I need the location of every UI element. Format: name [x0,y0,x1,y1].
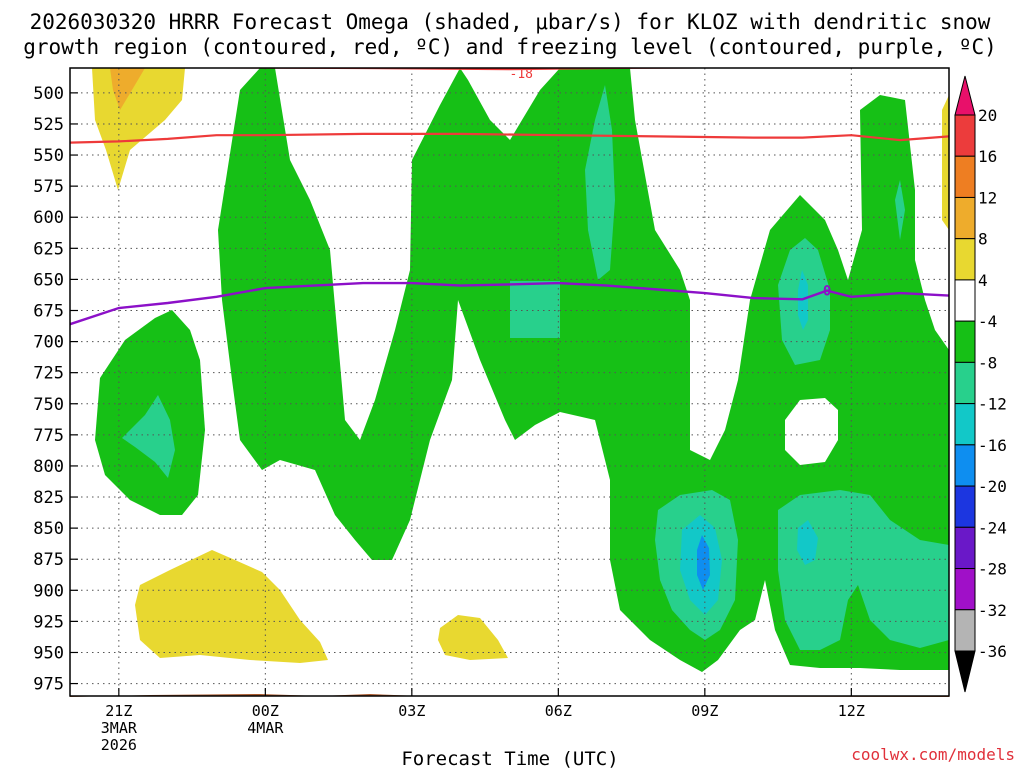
omega-region-weak-down-main [218,68,949,672]
colorbar-label: -32 [978,601,1007,620]
colorbar-label: -20 [978,477,1007,496]
colorbar-swatch [954,403,976,446]
y-tick-label: 625 [33,239,64,259]
freezing-level-label: 0 [823,284,831,300]
x-tick-label: 3MAR [101,719,138,737]
omega-region-strong-down-lower-right [797,520,818,565]
chart-title-line-2: growth region (contoured, red, ºC) and f… [23,35,997,59]
colorbar-label: 20 [978,106,997,125]
y-tick-label: 825 [33,488,64,508]
colorbar-swatch [954,196,976,240]
colorbar-label: -8 [978,353,997,372]
y-tick-label: 750 [33,395,64,415]
y-tick-label: 850 [33,519,64,539]
freezing-level-contour [70,281,949,326]
gridlines [70,68,949,696]
colorbar-swatch [954,485,976,528]
omega-region-mod-down-lower-right [778,490,949,650]
chart-title-line-1: 2026030320 HRRR Forecast Omega (shaded, … [30,10,991,34]
y-tick-label: 700 [33,333,64,353]
y-tick-label: 900 [33,581,64,601]
y-tick-label: 775 [33,426,64,446]
colorbar-swatch [954,444,976,487]
y-axis: 500 525 550 575 600 625 650 675 700 725 750 775 800 8… [33,84,78,695]
colorbar-label: 12 [978,188,997,207]
omega-region-weak-up-right-edge [942,95,949,230]
colorbar-swatch [954,609,976,652]
omega-region-weak-up-lower-left [135,550,328,663]
y-tick-label: 800 [33,457,64,477]
colorbar-bottom-arrow [954,650,976,693]
colorbar-label: -24 [978,518,1007,537]
plot-frame [69,67,950,697]
x-tick-label: 2026 [101,736,137,754]
omega-region-moderate-up-top-left [110,68,145,110]
colorbar-label: -28 [978,560,1007,579]
omega-region-mod-down-top [585,85,615,280]
omega-shading [92,68,949,672]
dendritic-contour-label: -18 [510,67,533,82]
colorbar-swatch [954,361,976,405]
y-tick-label: 525 [33,115,64,135]
x-tick-label: 21Z [105,702,132,720]
y-tick-label: 550 [33,146,64,166]
x-axis-title: Forecast Time (UTC) [401,748,618,768]
colorbar: 20 16 12 8 4 -4 -8 -12 -16 -20 -24 -28 -32 -36 [954,75,1007,693]
omega-region-mod-down-center [510,281,560,338]
colorbar-label: 16 [978,147,997,166]
colorbar-label: -12 [978,395,1007,414]
y-tick-label: 575 [33,177,64,197]
x-tick-label: 06Z [545,702,572,720]
y-tick-label: 650 [33,270,64,290]
colorbar-label: -4 [978,312,997,331]
colorbar-label: -36 [978,642,1007,661]
y-tick-label: 875 [33,550,64,570]
credit-text: coolwx.com/models [851,745,1015,764]
colorbar-swatch [954,279,976,322]
colorbar-swatch [954,114,976,157]
colorbar-label: 4 [978,271,988,290]
x-tick-label: 12Z [838,702,865,720]
y-tick-label: 500 [33,84,64,104]
colorbar-label: -16 [978,436,1007,455]
omega-region-clear-hole [785,398,838,465]
y-tick-label: 925 [33,612,64,632]
omega-region-mod-down-left [122,395,175,478]
colorbar-swatch [954,568,976,611]
colorbar-swatch [954,238,976,281]
y-tick-label: 600 [33,208,64,228]
colorbar-label: 8 [978,230,988,249]
omega-region-weak-up-top-left [92,68,185,190]
dendritic-contour-lower [70,132,949,144]
omega-region-very-strong-down [697,535,710,590]
colorbar-swatch [954,155,976,198]
colorbar-top-arrow [954,75,976,116]
omega-region-weak-up-lower-center [438,615,508,660]
y-tick-label: 675 [33,301,64,321]
omega-region-mod-down-right-slit [895,180,905,240]
x-tick-label: 4MAR [247,719,284,737]
colorbar-swatch [954,526,976,570]
x-tick-label: 09Z [691,702,718,720]
x-tick-label: 00Z [252,702,279,720]
x-tick-label: 03Z [398,702,425,720]
y-tick-label: 950 [33,643,64,663]
y-tick-label: 975 [33,675,64,695]
colorbar-swatch [954,320,976,363]
y-tick-label: 725 [33,364,64,384]
